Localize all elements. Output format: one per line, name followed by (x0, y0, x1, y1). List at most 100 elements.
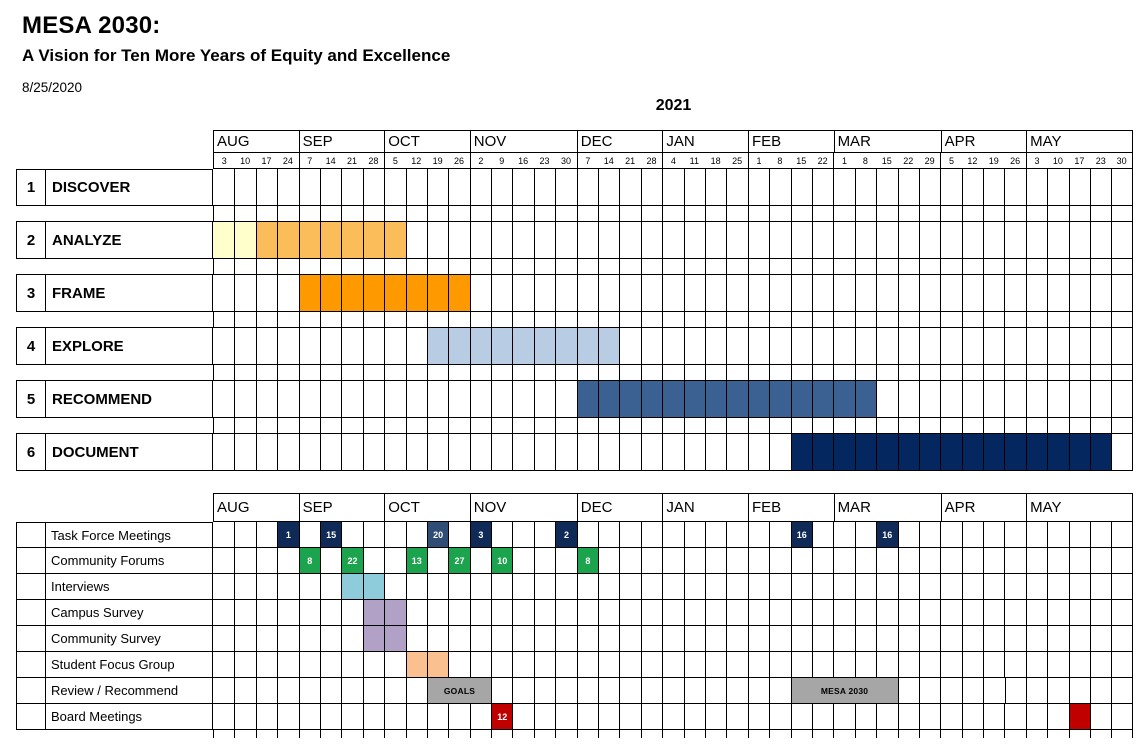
gap-cell (405, 259, 427, 275)
gap-cell (940, 365, 962, 381)
week-header: 3 (1025, 153, 1048, 169)
stub-cell (833, 730, 854, 738)
gap-cell (1111, 418, 1133, 434)
activity-grid-cell (533, 600, 556, 626)
activity-grid-cell (448, 574, 470, 600)
activity-row: Board Meetings 12 (16, 704, 1133, 730)
activity-grid-cell (790, 626, 812, 652)
event-cell: MESA 2030 (790, 678, 898, 704)
gap-cell (469, 365, 492, 381)
phase-grid-cell (747, 328, 770, 365)
phase-grid-cell (277, 434, 299, 471)
phase-grid-cell (790, 328, 812, 365)
phase-row: 4 EXPLORE (16, 328, 1133, 365)
activity-grid-cell (277, 548, 299, 574)
activity-grid-cell (833, 522, 855, 548)
week-header: 23 (533, 153, 556, 169)
activity-grid-cell (619, 626, 641, 652)
gap-cell (533, 312, 556, 328)
gap-cell (811, 365, 834, 381)
activity-grid-cell (405, 522, 427, 548)
gap-cell (1004, 418, 1026, 434)
gap-cell (533, 365, 556, 381)
gap-cell (704, 418, 727, 434)
phase-grid-cell (983, 169, 1005, 206)
activity-grid-cell (1047, 704, 1069, 730)
gap-cell (1111, 312, 1133, 328)
gap-cell (897, 206, 919, 222)
activity-grid-cell (576, 678, 599, 704)
gap-cell (598, 206, 620, 222)
gap-cell (405, 206, 427, 222)
activity-grid-cell (747, 626, 770, 652)
phase-grid-cell (683, 328, 705, 365)
phase-bar-cell (961, 434, 984, 471)
activity-grid-cell (213, 522, 235, 548)
activity-grid-cell (704, 626, 727, 652)
activity-grid-cell (726, 574, 748, 600)
activity-label: Board Meetings (46, 704, 213, 730)
activity-grid-cell (747, 704, 770, 730)
gap-cell (1004, 206, 1026, 222)
activity-grid-cell (341, 600, 363, 626)
event-cell: 8 (576, 548, 599, 574)
gap-cell (384, 259, 406, 275)
event-cell: 15 (319, 522, 342, 548)
month-header-FEB: FEB (747, 130, 834, 153)
gap-cell (876, 259, 898, 275)
phase-grid-cell (876, 222, 898, 259)
phase-grid-cell (319, 169, 342, 206)
gap-cell (426, 365, 449, 381)
phase-number: 4 (16, 328, 46, 365)
activity-grid-cell (1047, 548, 1069, 574)
month-header-MAR: MAR (833, 493, 941, 522)
activity-grid-cell (769, 600, 791, 626)
gap-cell (769, 418, 791, 434)
activity-grid-cell (1111, 704, 1133, 730)
phase-grid-cell (491, 222, 513, 259)
gap-cell (576, 365, 599, 381)
activity-num-cell (16, 626, 46, 652)
gap-cell (277, 206, 299, 222)
gap-cell (255, 312, 278, 328)
gap-cell (1047, 312, 1069, 328)
phase-grid-cell (341, 328, 363, 365)
activity-grid-cell (469, 548, 492, 574)
month-header-SEP: SEP (298, 130, 385, 153)
activity-grid-cell (555, 678, 577, 704)
phase-grid-cell (704, 434, 727, 471)
phase-grid-cell (854, 328, 877, 365)
phase-grid-cell (576, 222, 599, 259)
gap-cell (555, 365, 577, 381)
phase-bar-cell (1090, 434, 1112, 471)
week-header-row: 3 10 17 24 7 14 21 28 5 12 19 26 2 9 16 23 30 7 14 21 28 4 11 1… (16, 153, 1133, 169)
activity-grid-cell (469, 652, 492, 678)
gap-cell (811, 259, 834, 275)
activity-grid-cell (213, 548, 235, 574)
activity-label: Student Focus Group (46, 652, 213, 678)
activity-grid-cell (255, 678, 278, 704)
activity-grid-cell (897, 574, 919, 600)
phase-grid-cell (726, 328, 748, 365)
phase-grid-cell (1111, 169, 1133, 206)
phase-bar-cell (854, 434, 877, 471)
event-cell: 20 (426, 522, 449, 548)
activity-grid-cell (298, 600, 320, 626)
activity-grid-cell (1025, 574, 1048, 600)
activity-grid-cell (961, 522, 984, 548)
phase-bar-cell (234, 222, 256, 259)
phase-grid-cell (1004, 275, 1026, 312)
activity-grid-cell (405, 626, 427, 652)
activity-grid-cell (918, 678, 941, 704)
phase-grid-cell (640, 275, 663, 312)
activity-grid-cell (1068, 652, 1091, 678)
phase-gap-row (16, 365, 1133, 381)
gap-cell (341, 312, 363, 328)
month-header-SEP: SEP (298, 493, 385, 522)
week-header: 4 (662, 153, 684, 169)
week-header: 26 (1004, 153, 1026, 169)
phase-bar-cell (1025, 434, 1048, 471)
gap-cell (747, 418, 770, 434)
activity-row: Campus Survey (16, 600, 1133, 626)
phase-grid-cell (213, 169, 235, 206)
